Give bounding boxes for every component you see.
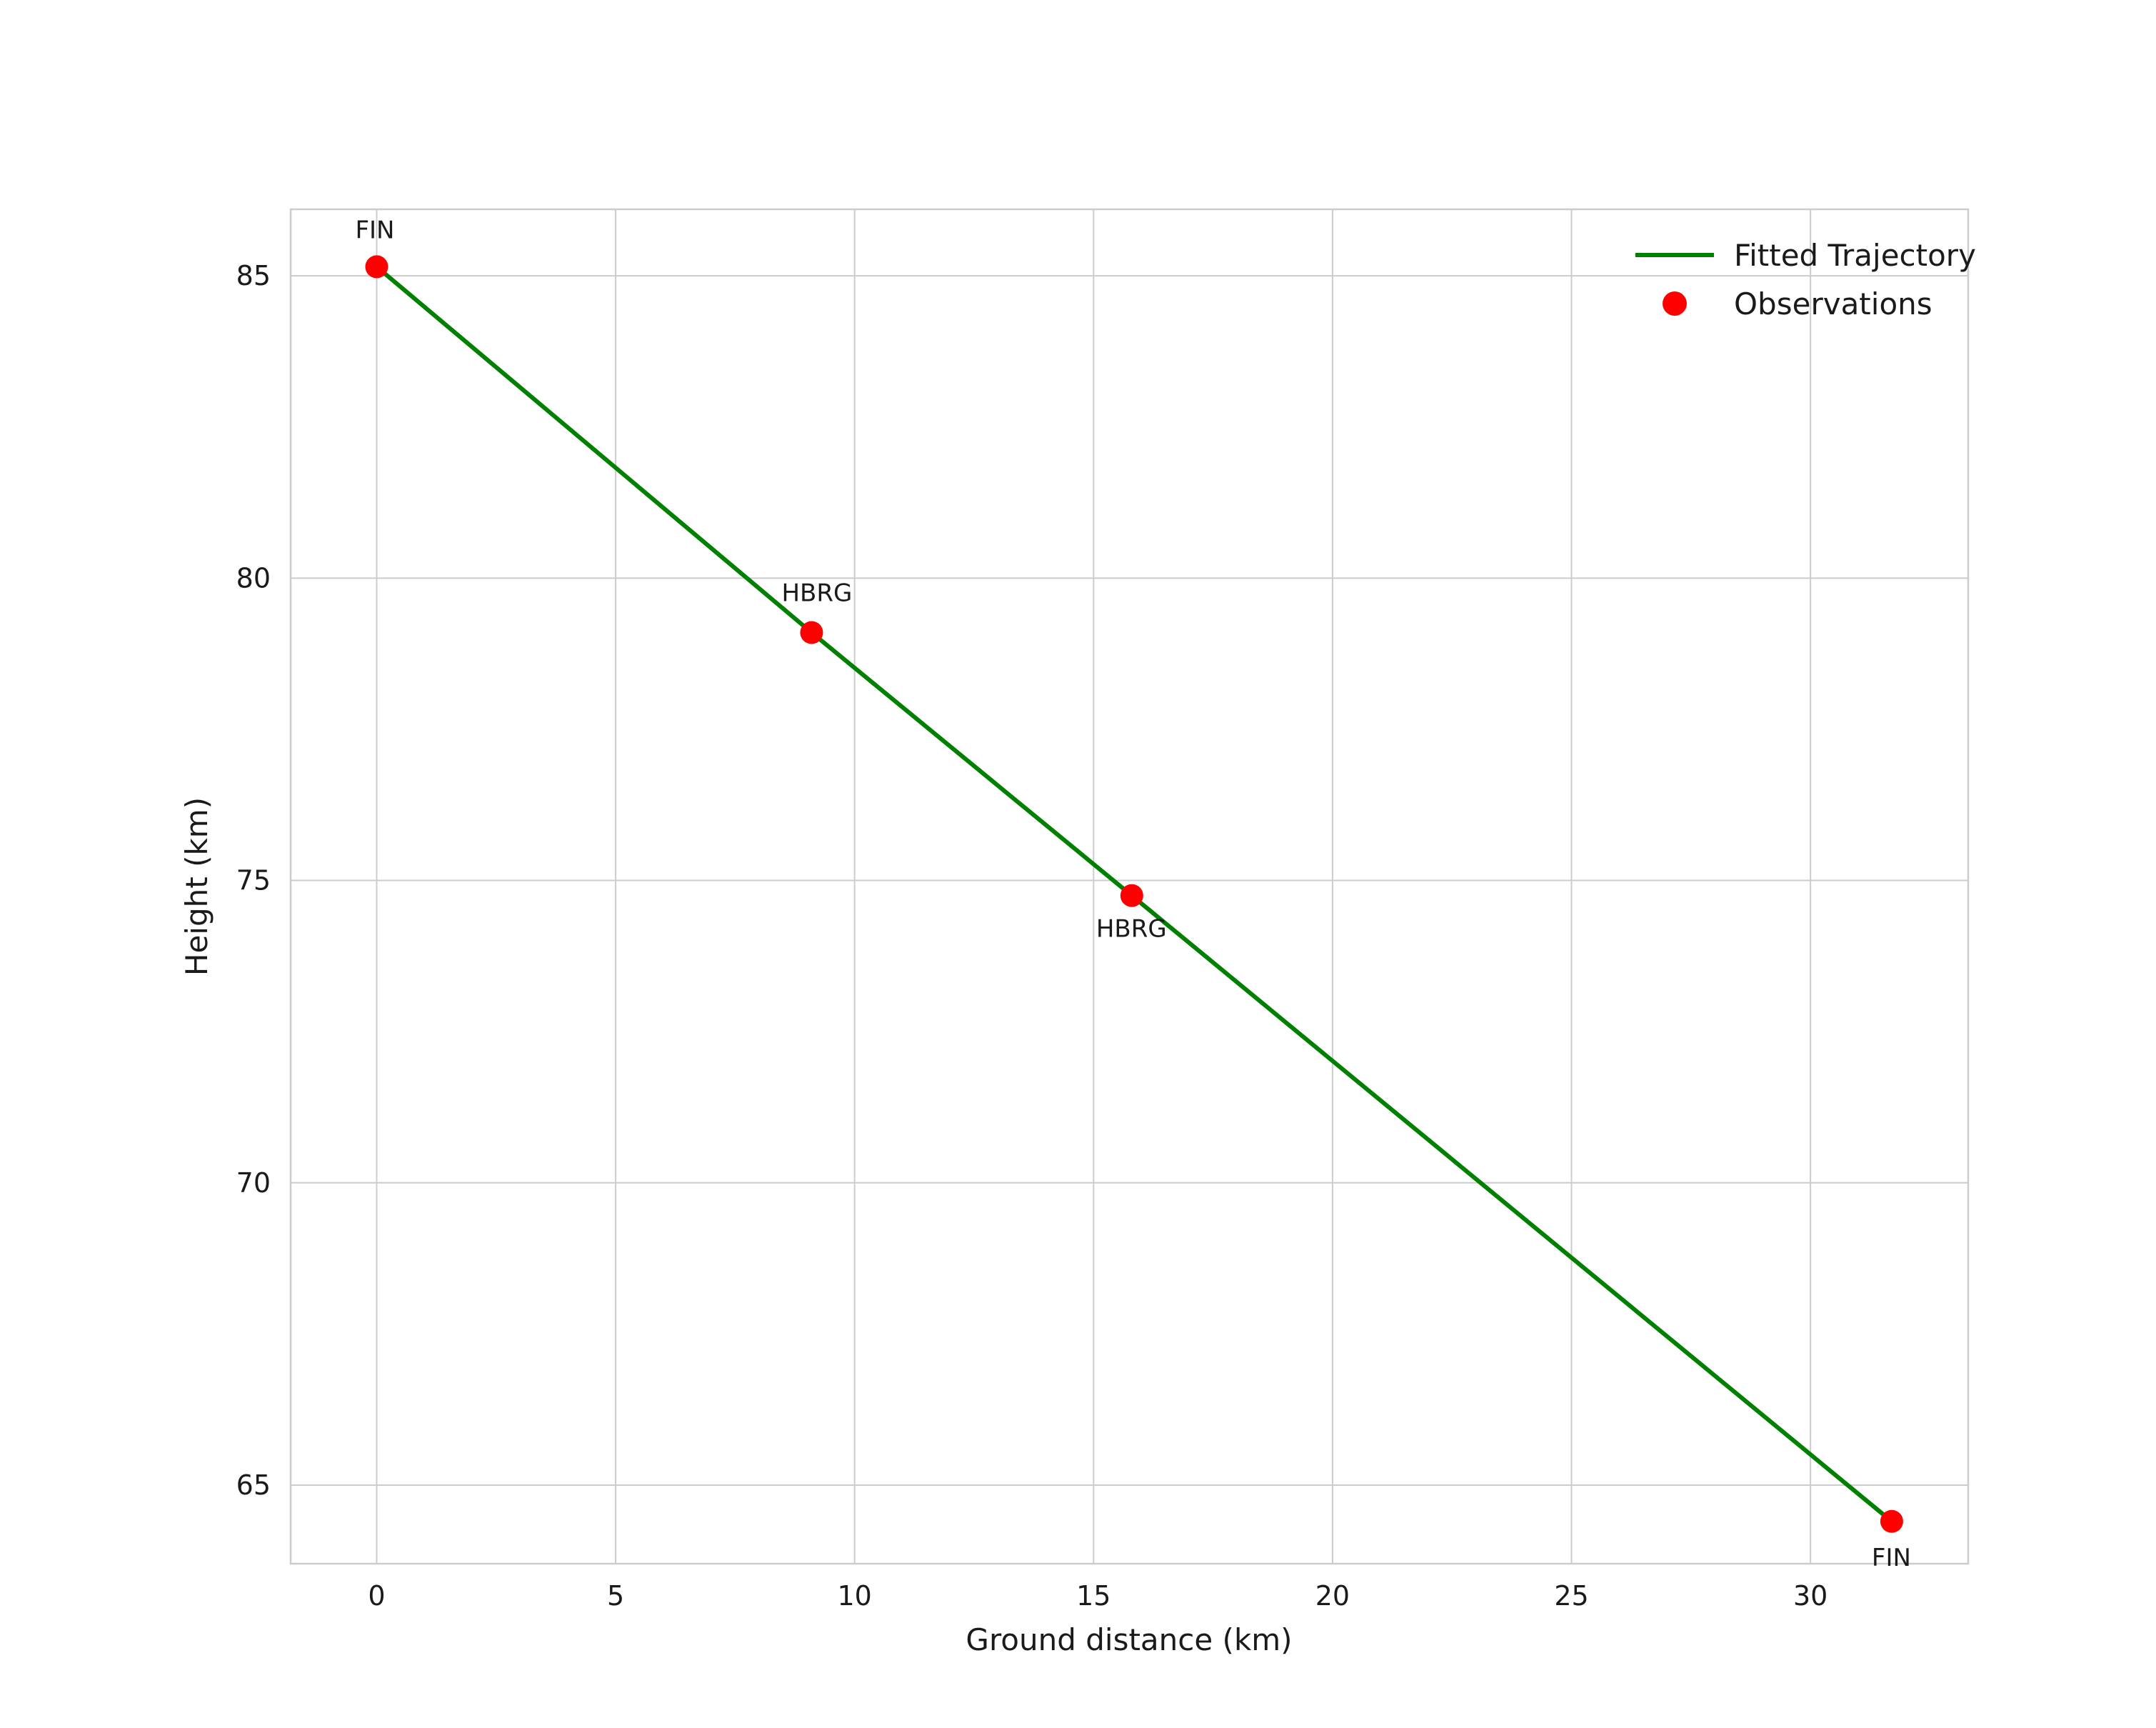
legend: Fitted Trajectory Observations (1635, 238, 1976, 321)
x-tick-label: 15 (1076, 1580, 1110, 1612)
x-tick-label: 20 (1315, 1580, 1350, 1612)
observation-point (365, 255, 388, 279)
x-tick-label: 25 (1554, 1580, 1588, 1612)
legend-dot-swatch (1663, 291, 1687, 316)
observation-point (800, 621, 823, 644)
point-label: HBRG (781, 579, 852, 608)
legend-label-fitted-trajectory: Fitted Trajectory (1734, 238, 1976, 273)
y-axis-label: Height (km) (179, 797, 214, 976)
y-tick-label: 65 (236, 1469, 271, 1501)
plot-border (289, 208, 1970, 1565)
x-axis-label: Ground distance (km) (966, 1622, 1292, 1657)
y-tick-label: 75 (236, 865, 271, 897)
data-layer (365, 255, 1903, 1533)
y-tick-label: 85 (236, 260, 271, 291)
tick-layer: 0 5 10 15 20 25 30 65 70 75 80 85 (236, 260, 1828, 1612)
observation-point (1880, 1509, 1903, 1533)
x-tick-label: 10 (838, 1580, 872, 1612)
x-tick-label: 0 (368, 1580, 385, 1612)
y-tick-label: 80 (236, 562, 271, 594)
point-label: FIN (355, 216, 394, 244)
grid-layer (289, 208, 1970, 1565)
observation-point (1120, 884, 1143, 907)
legend-label-observations: Observations (1734, 286, 1932, 321)
y-tick-label: 70 (236, 1167, 271, 1199)
x-tick-label: 5 (607, 1580, 624, 1612)
point-label: FIN (1872, 1544, 1911, 1572)
fitted-trajectory-line (374, 264, 1894, 1524)
annotation-layer: FIN HBRG HBRG FIN (355, 216, 1910, 1572)
x-tick-label: 30 (1793, 1580, 1827, 1612)
point-label: HBRG (1096, 915, 1167, 944)
